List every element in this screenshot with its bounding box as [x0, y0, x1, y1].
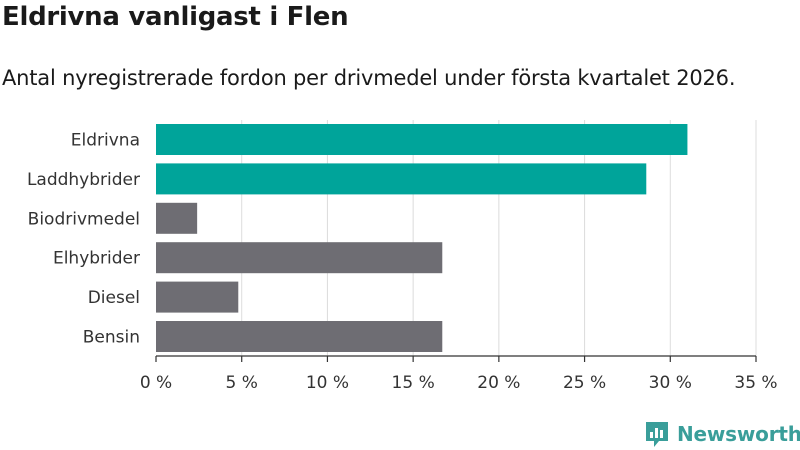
- bar: [156, 242, 443, 274]
- brand-logo: Newsworthy: [644, 420, 800, 448]
- x-tick-label: 25 %: [563, 373, 606, 393]
- x-tick-label: 20 %: [477, 373, 520, 393]
- x-tick-label: 5 %: [226, 373, 258, 393]
- category-label: Diesel: [88, 288, 140, 308]
- x-tick-label: 35 %: [734, 373, 777, 393]
- chart-subtitle: Antal nyregistrerade fordon per drivmede…: [2, 66, 736, 90]
- bar: [156, 163, 647, 195]
- x-tick-label: 0 %: [140, 373, 172, 393]
- newsworthy-logo-icon: [646, 422, 668, 447]
- bar: [156, 281, 239, 313]
- category-label: Bensin: [83, 328, 140, 348]
- category-label: Eldrivna: [71, 131, 140, 151]
- brand-name: Newsworthy: [677, 422, 800, 446]
- category-label: Biodrivmedel: [28, 209, 140, 229]
- x-tick-label: 30 %: [649, 373, 692, 393]
- bar: [156, 124, 688, 155]
- bar: [156, 321, 443, 352]
- category-label: Elhybrider: [53, 249, 140, 269]
- x-tick-label: 15 %: [392, 373, 435, 393]
- x-tick-label: 10 %: [306, 373, 349, 393]
- chart-title: Eldrivna vanligast i Flen: [2, 2, 349, 32]
- bar: [156, 202, 198, 234]
- category-label: Laddhybrider: [27, 170, 140, 190]
